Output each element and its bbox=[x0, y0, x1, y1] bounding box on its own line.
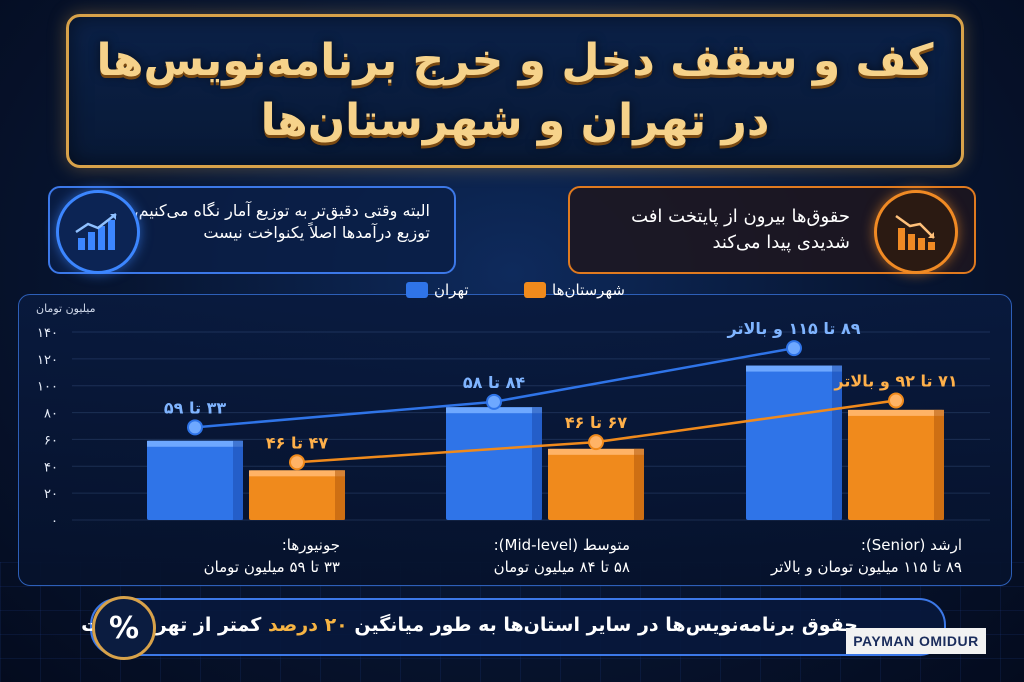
y-axis-unit-label: میلیون تومان bbox=[36, 302, 96, 315]
footer-text-before: حقوق برنامه‌نویس‌ها در سایر استان‌ها به … bbox=[354, 614, 858, 636]
category-label-mid: متوسط (Mid-level): ۵۸ تا ۸۴ میلیون تومان bbox=[410, 534, 630, 578]
category-label-mid-title: متوسط (Mid-level): bbox=[493, 536, 630, 554]
category-label-junior-range: ۳۳ تا ۵۹ میلیون تومان bbox=[203, 558, 340, 576]
chart-decline-icon bbox=[874, 190, 958, 274]
info-box-salary-drop-text: حقوق‌ها بیرون از پایتخت افت شدیدی پیدا م… bbox=[631, 206, 850, 253]
title-banner: کف و سقف دخل و خرج برنامه‌نویس‌ها در تهر… bbox=[66, 14, 964, 168]
percent-icon: % bbox=[92, 596, 156, 660]
title-line-1: کف و سقف دخل و خرج برنامه‌نویس‌ها bbox=[96, 35, 934, 86]
category-label-senior-range: ۸۹ تا ۱۱۵ میلیون تومان و بالاتر bbox=[770, 558, 962, 576]
category-label-junior-title: جونیورها: bbox=[281, 536, 340, 554]
category-label-mid-range: ۵۸ تا ۸۴ میلیون تومان bbox=[493, 558, 630, 576]
legend-swatch-provinces bbox=[524, 282, 546, 298]
title-line-2: در تهران و شهرستان‌ها bbox=[260, 95, 770, 146]
legend-swatch-tehran bbox=[406, 282, 428, 298]
footer-banner: حقوق برنامه‌نویس‌ها در سایر استان‌ها به … bbox=[81, 598, 946, 656]
legend-item-provinces: شهرستان‌ها bbox=[524, 280, 625, 300]
legend-label-provinces: شهرستان‌ها bbox=[552, 281, 625, 299]
footer-text: حقوق برنامه‌نویس‌ها در سایر استان‌ها به … bbox=[81, 614, 858, 636]
brand-logo: PAYMAN OMIDUR bbox=[846, 628, 986, 654]
legend-label-tehran: تهران bbox=[434, 281, 469, 299]
footer-highlight: ۲۰ درصد bbox=[267, 614, 348, 636]
info-box-distribution-text: البته وقتی دقیق‌تر به توزیع آمار نگاه می… bbox=[133, 201, 430, 242]
category-label-junior: جونیورها: ۳۳ تا ۵۹ میلیون تومان bbox=[120, 534, 340, 578]
chart-growth-icon bbox=[56, 190, 140, 274]
legend-item-tehran: تهران bbox=[406, 280, 469, 300]
category-label-senior-title: ارشد (Senior): bbox=[860, 536, 962, 554]
category-label-senior: ارشد (Senior): ۸۹ تا ۱۱۵ میلیون تومان و … bbox=[722, 534, 962, 578]
